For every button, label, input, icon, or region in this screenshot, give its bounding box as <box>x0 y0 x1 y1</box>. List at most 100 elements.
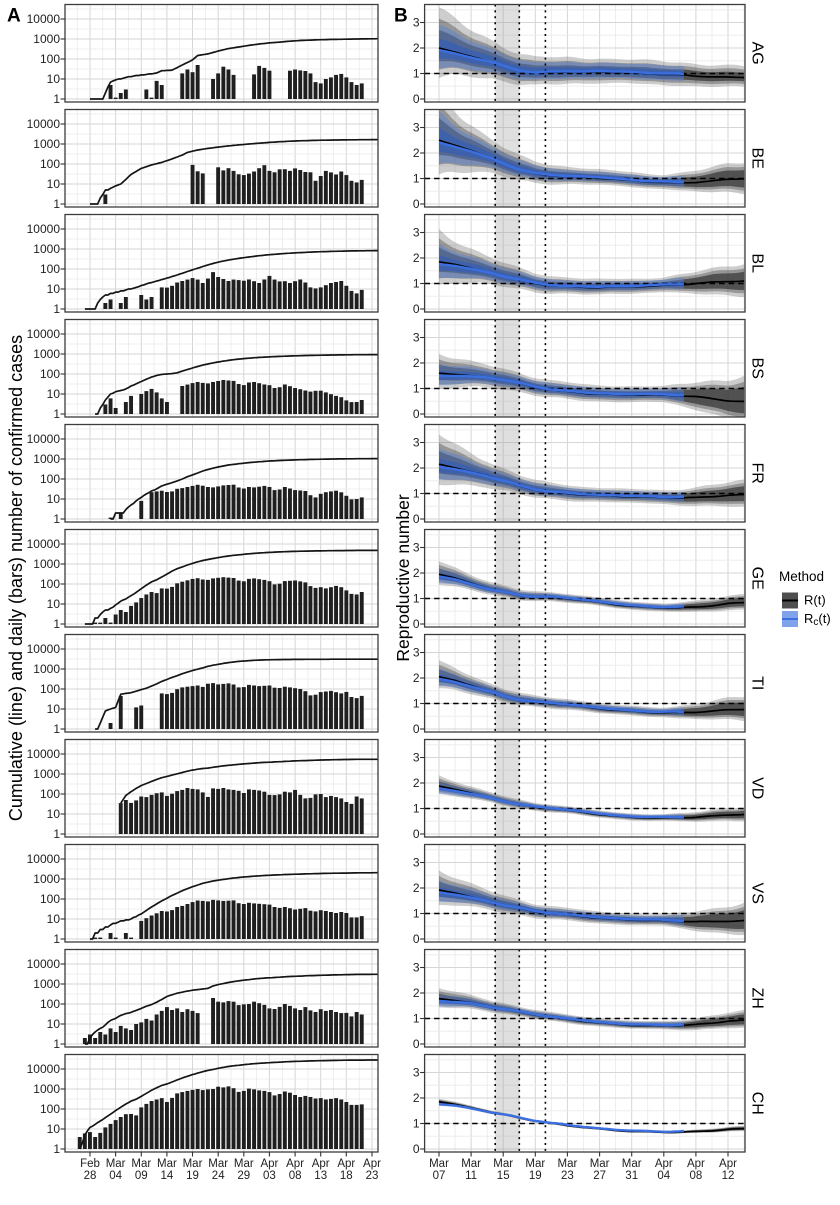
svg-text:Apr: Apr <box>655 1158 673 1170</box>
svg-text:2: 2 <box>413 671 420 685</box>
svg-text:10: 10 <box>47 702 61 716</box>
svg-text:1: 1 <box>53 722 60 736</box>
svg-text:1: 1 <box>413 277 420 291</box>
svg-text:1000: 1000 <box>33 872 60 886</box>
svg-text:1000: 1000 <box>33 452 60 466</box>
svg-text:1000: 1000 <box>33 137 60 151</box>
svg-text:2: 2 <box>413 776 420 790</box>
svg-text:10: 10 <box>47 807 61 821</box>
svg-text:1000: 1000 <box>33 347 60 361</box>
svg-text:0: 0 <box>413 827 420 841</box>
svg-text:1000: 1000 <box>33 767 60 781</box>
svg-text:0: 0 <box>413 302 420 316</box>
svg-text:Mar: Mar <box>106 1158 126 1170</box>
svg-text:0: 0 <box>413 92 420 106</box>
svg-text:AG: AG <box>749 42 766 65</box>
svg-text:2: 2 <box>413 881 420 895</box>
svg-text:100: 100 <box>40 262 60 276</box>
svg-text:Rc(t): Rc(t) <box>804 611 831 628</box>
svg-text:Mar: Mar <box>622 1158 642 1170</box>
svg-text:Feb: Feb <box>80 1158 100 1170</box>
svg-text:1: 1 <box>413 67 420 81</box>
svg-text:VS: VS <box>749 883 766 904</box>
svg-text:1: 1 <box>413 382 420 396</box>
svg-text:10000: 10000 <box>27 957 61 971</box>
svg-text:2: 2 <box>413 41 420 55</box>
svg-text:1: 1 <box>413 487 420 501</box>
svg-text:0: 0 <box>413 932 420 946</box>
svg-text:23: 23 <box>561 1170 574 1182</box>
svg-text:1: 1 <box>413 802 420 816</box>
svg-text:1: 1 <box>53 407 60 421</box>
svg-text:0: 0 <box>413 197 420 211</box>
svg-text:Mar: Mar <box>557 1158 577 1170</box>
svg-text:3: 3 <box>413 226 420 240</box>
svg-text:3: 3 <box>413 16 420 30</box>
svg-text:Reproductive number: Reproductive number <box>393 494 413 661</box>
svg-text:100: 100 <box>40 472 60 486</box>
svg-text:Mar: Mar <box>429 1158 449 1170</box>
svg-text:0: 0 <box>413 617 420 631</box>
svg-text:1000: 1000 <box>33 1082 60 1096</box>
svg-text:24: 24 <box>212 1170 225 1182</box>
svg-text:1000: 1000 <box>33 662 60 676</box>
svg-text:Apr: Apr <box>286 1158 304 1170</box>
svg-text:B: B <box>394 6 408 27</box>
svg-text:Mar: Mar <box>590 1158 610 1170</box>
svg-text:1: 1 <box>53 1037 60 1051</box>
svg-text:2: 2 <box>413 566 420 580</box>
svg-text:1000: 1000 <box>33 557 60 571</box>
svg-text:A: A <box>7 6 21 27</box>
svg-text:100: 100 <box>40 157 60 171</box>
svg-text:10000: 10000 <box>27 642 61 656</box>
svg-text:Apr: Apr <box>719 1158 737 1170</box>
svg-text:3: 3 <box>413 751 420 765</box>
svg-text:TI: TI <box>749 676 766 690</box>
svg-text:Apr: Apr <box>337 1158 355 1170</box>
svg-text:12: 12 <box>722 1170 735 1182</box>
svg-text:19: 19 <box>529 1170 542 1182</box>
svg-text:100: 100 <box>40 367 60 381</box>
svg-text:1: 1 <box>413 1012 420 1026</box>
svg-text:Mar: Mar <box>461 1158 481 1170</box>
svg-text:10: 10 <box>47 597 61 611</box>
svg-text:15: 15 <box>497 1170 510 1182</box>
svg-text:Mar: Mar <box>208 1158 228 1170</box>
svg-text:1: 1 <box>413 592 420 606</box>
svg-text:Mar: Mar <box>131 1158 151 1170</box>
svg-text:1: 1 <box>413 172 420 186</box>
svg-text:1: 1 <box>53 512 60 526</box>
svg-text:1: 1 <box>413 907 420 921</box>
svg-text:04: 04 <box>657 1170 670 1182</box>
svg-text:3: 3 <box>413 121 420 135</box>
svg-text:10: 10 <box>47 72 61 86</box>
svg-text:CH: CH <box>749 1092 766 1115</box>
svg-text:07: 07 <box>433 1170 446 1182</box>
svg-text:3: 3 <box>413 856 420 870</box>
svg-text:10: 10 <box>47 177 61 191</box>
svg-text:18: 18 <box>340 1170 353 1182</box>
svg-text:Mar: Mar <box>157 1158 177 1170</box>
svg-text:10000: 10000 <box>27 432 61 446</box>
svg-text:2: 2 <box>413 251 420 265</box>
svg-text:1: 1 <box>53 302 60 316</box>
svg-text:1000: 1000 <box>33 977 60 991</box>
svg-text:0: 0 <box>413 1142 420 1156</box>
svg-text:10000: 10000 <box>27 222 61 236</box>
svg-text:FR: FR <box>749 463 766 484</box>
svg-text:Method: Method <box>779 569 824 584</box>
svg-text:100: 100 <box>40 1102 60 1116</box>
svg-text:3: 3 <box>413 436 420 450</box>
svg-text:100: 100 <box>40 997 60 1011</box>
svg-text:1: 1 <box>53 827 60 841</box>
svg-text:100: 100 <box>40 787 60 801</box>
svg-text:3: 3 <box>413 961 420 975</box>
svg-text:3: 3 <box>413 1066 420 1080</box>
svg-text:0: 0 <box>413 1037 420 1051</box>
svg-text:10000: 10000 <box>27 327 61 341</box>
svg-text:1000: 1000 <box>33 242 60 256</box>
svg-text:100: 100 <box>40 52 60 66</box>
svg-text:Apr: Apr <box>363 1158 381 1170</box>
svg-text:27: 27 <box>593 1170 606 1182</box>
svg-text:1: 1 <box>53 1142 60 1156</box>
